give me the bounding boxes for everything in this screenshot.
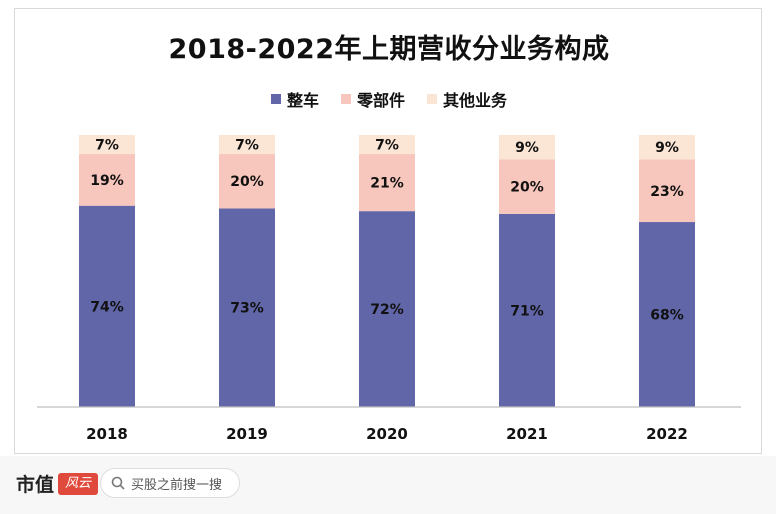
- data-label-2020-series-3: 7%: [375, 138, 399, 154]
- bar-2018-series-2: [79, 154, 135, 206]
- legend-label-series-3: 其他业务: [443, 91, 508, 110]
- bar-2020-series-2: [359, 154, 415, 212]
- data-label-2019-series-3: 7%: [235, 138, 259, 154]
- legend-swatch-series-3: [427, 94, 437, 104]
- bar-2019-series-3: [219, 135, 275, 155]
- bar-2019-series-1: [219, 208, 275, 407]
- bar-2022-series-2: [639, 159, 695, 223]
- legend: 整车 零部件 其他业务: [15, 87, 763, 111]
- brand: 市值 风云: [16, 470, 99, 497]
- legend-label-series-1: 整车: [286, 91, 319, 110]
- legend-swatch-series-2: [340, 94, 351, 104]
- data-label-2018-series-2: 19%: [90, 173, 124, 189]
- data-label-2020-series-1: 72%: [370, 302, 404, 318]
- data-label-2019-series-2: 20%: [230, 174, 264, 190]
- bar-2021-series-2: [499, 159, 555, 214]
- search-placeholder: 买股之前搜一搜: [131, 477, 223, 493]
- data-label-2021-series-1: 71%: [510, 303, 544, 319]
- legend-item-series-1: 整车: [270, 87, 319, 111]
- bar-2022-series-1: [639, 222, 695, 407]
- data-label-2020-series-2: 21%: [370, 176, 404, 192]
- data-label-2019-series-1: 73%: [230, 301, 264, 317]
- data-label-2018-series-1: 74%: [90, 299, 124, 315]
- legend-item-series-3: 其他业务: [427, 87, 507, 111]
- data-label-2018-series-3: 7%: [95, 138, 119, 154]
- footer-bar: 市值 风云 买股之前搜一搜: [0, 456, 776, 514]
- bar-2020-series-3: [359, 135, 415, 155]
- chart-title: 2018-2022年上期营收分业务构成: [168, 34, 610, 65]
- x-tick-label-2020: 2020: [366, 425, 408, 443]
- bar-2019-series-2: [219, 154, 275, 209]
- bar-2022-series-3: [639, 135, 695, 160]
- data-label-2021-series-3: 9%: [515, 140, 539, 156]
- legend-label-series-2: 零部件: [356, 91, 405, 110]
- search-icon: [111, 476, 125, 490]
- legend-item-series-2: 零部件: [340, 87, 405, 111]
- chart-panel: 2018-2022年上期营收分业务构成 整车 零部件 其他业务 74% 19% 7%…: [14, 8, 762, 454]
- bar-2021-series-1: [499, 213, 555, 407]
- data-label-2022-series-3: 9%: [655, 140, 679, 156]
- search-input[interactable]: 买股之前搜一搜: [100, 468, 240, 498]
- brand-name: 市值: [16, 474, 55, 496]
- brand-logo: 风云: [58, 472, 99, 495]
- bar-2021-series-3: [499, 135, 555, 160]
- stacked-bar-plot: 74% 19% 7% 2018 73% 20% 7% 2019 72% 21% 7% 2020 71% 2…: [37, 135, 741, 443]
- x-tick-label-2018: 2018: [86, 425, 128, 443]
- data-label-2022-series-2: 23%: [650, 184, 684, 200]
- x-tick-label-2019: 2019: [226, 425, 268, 443]
- bar-2018-series-1: [79, 205, 135, 407]
- bar-2020-series-1: [359, 211, 415, 407]
- legend-swatch-series-1: [270, 94, 281, 104]
- x-tick-label-2022: 2022: [646, 425, 688, 443]
- bar-2018-series-3: [79, 135, 135, 155]
- x-tick-label-2021: 2021: [506, 425, 548, 443]
- data-label-2021-series-2: 20%: [510, 180, 544, 196]
- data-label-2022-series-1: 68%: [650, 308, 684, 324]
